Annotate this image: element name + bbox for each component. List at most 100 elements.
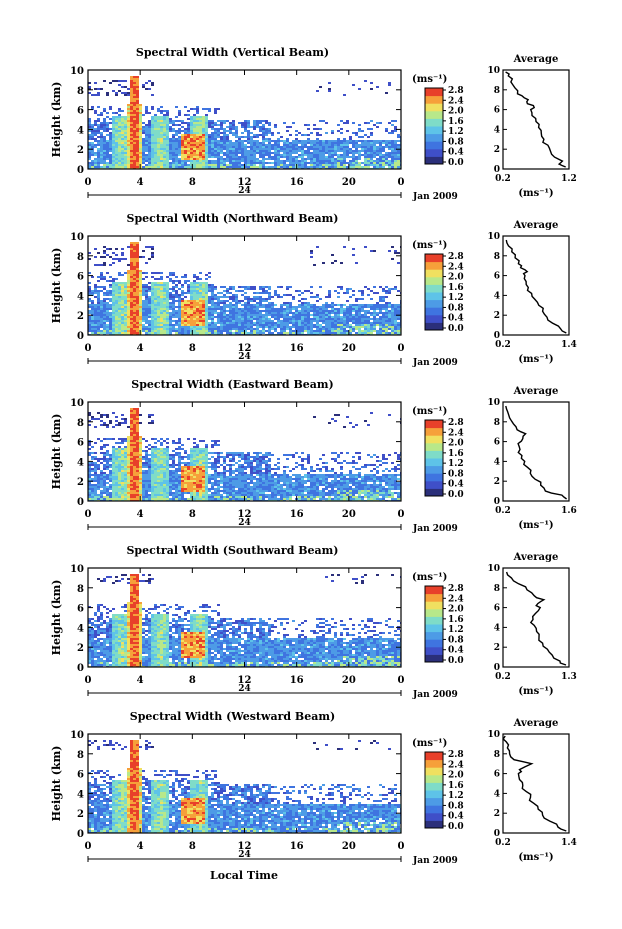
profile-y-tick-label: 6 (494, 272, 500, 282)
profile-line (505, 571, 567, 666)
heatmap (88, 740, 401, 833)
colorbar-swatch (425, 126, 443, 135)
day-label: 24 (238, 352, 251, 362)
colorbar-tick-label: 2.4 (448, 96, 464, 106)
y-tick-label: 2 (77, 643, 84, 654)
profile-frame (502, 567, 570, 668)
panel-title: Spectral Width (Vertical Beam) (136, 46, 329, 59)
colorbar-frame (424, 585, 444, 663)
x-tick-label: 8 (189, 841, 196, 852)
y-tick-label: 8 (77, 86, 84, 97)
colorbar-unit: (ms⁻¹) (412, 240, 447, 251)
colorbar-swatch (425, 307, 443, 316)
heatmap (88, 408, 401, 501)
heatmap (88, 76, 401, 169)
colorbar-tick-label: 0.4 (448, 812, 464, 822)
date-label: Jan 2009 (412, 358, 458, 368)
panel-title: Spectral Width (Eastward Beam) (131, 378, 333, 391)
profile-y-tick-label: 2 (494, 145, 500, 155)
y-tick-label: 8 (77, 584, 84, 595)
x-tick-label: 0 (398, 675, 405, 686)
colorbar-tick-label: 1.2 (448, 791, 464, 801)
profile-y-tick-label: 8 (494, 418, 500, 428)
colorbar-tick-label: 0.8 (448, 469, 464, 479)
colorbar-swatch (425, 442, 443, 451)
colorbar-swatch (425, 141, 443, 150)
y-tick-label: 0 (77, 331, 84, 342)
profile-frame (502, 235, 570, 336)
colorbar-tick-label: 1.2 (448, 459, 464, 469)
colorbar-unit: (ms⁻¹) (412, 738, 447, 749)
colorbar-tick-label: 0.0 (448, 656, 464, 666)
y-tick-label: 10 (70, 564, 84, 575)
y-axis-label: Height (km) (50, 580, 63, 656)
colorbar-tick-label: 0.0 (448, 490, 464, 500)
colorbar-swatch (425, 95, 443, 104)
colorbar-frame (424, 419, 444, 497)
x-tick-label: 20 (342, 177, 356, 188)
day-label: 24 (238, 518, 251, 528)
x-tick-label: 16 (290, 343, 304, 354)
profile-y-tick-label: 8 (494, 750, 500, 760)
colorbar-tick-label: 0.0 (448, 822, 464, 832)
y-tick-label: 0 (77, 165, 84, 176)
x-tick-label: 0 (85, 509, 92, 520)
x-axis-label: Local Time (210, 869, 278, 882)
x-tick-label: 0 (398, 509, 405, 520)
colorbar-swatch (425, 133, 443, 142)
y-tick-label: 6 (77, 438, 84, 449)
y-tick-label: 6 (77, 770, 84, 781)
x-tick-label: 20 (342, 509, 356, 520)
x-tick-label: 4 (137, 509, 144, 520)
colorbar-swatch (425, 812, 443, 821)
profile-title: Average (513, 552, 559, 563)
profile-x-tick-label: 0.2 (495, 506, 511, 516)
colorbar-tick-label: 0.4 (448, 148, 464, 158)
colorbar-tick-label: 2.0 (448, 439, 464, 449)
y-tick-label: 4 (77, 125, 84, 136)
colorbar-unit: (ms⁻¹) (412, 406, 447, 417)
profile-y-tick-label: 2 (494, 643, 500, 653)
profile-x-tick-label: 1.4 (561, 340, 577, 350)
y-tick-label: 4 (77, 457, 84, 468)
panel-title: Spectral Width (Southward Beam) (126, 544, 338, 557)
colorbar-swatch (425, 276, 443, 285)
colorbar-tick-label: 1.2 (448, 293, 464, 303)
y-tick-label: 6 (77, 272, 84, 283)
colorbar-swatch (425, 488, 443, 497)
colorbar-swatch (425, 797, 443, 806)
profile-frame (502, 401, 570, 502)
profile-y-tick-label: 6 (494, 106, 500, 116)
colorbar-tick-label: 2.8 (448, 584, 464, 594)
colorbar-swatch (425, 616, 443, 625)
x-tick-label: 8 (189, 177, 196, 188)
profile-x-label: (ms⁻¹) (518, 520, 553, 531)
profile-x-label: (ms⁻¹) (518, 686, 553, 697)
colorbar-swatch (425, 435, 443, 444)
x-tick-label: 20 (342, 841, 356, 852)
colorbar-tick-label: 0.8 (448, 635, 464, 645)
profile-y-tick-label: 4 (494, 125, 500, 135)
x-tick-label: 16 (290, 509, 304, 520)
profile-y-tick-label: 6 (494, 604, 500, 614)
colorbar-swatch (425, 805, 443, 814)
colorbar-swatch (425, 586, 443, 595)
date-label: Jan 2009 (412, 524, 458, 534)
colorbar-swatch (425, 752, 443, 761)
colorbar-swatch (425, 465, 443, 474)
colorbar-swatch (425, 624, 443, 633)
colorbar-swatch (425, 261, 443, 270)
date-label: Jan 2009 (412, 192, 458, 202)
colorbar-tick-label: 1.6 (448, 449, 464, 459)
heatmap (88, 574, 401, 667)
colorbar-tick-label: 2.8 (448, 750, 464, 760)
profile-frame (502, 69, 570, 170)
colorbar-swatch (425, 593, 443, 602)
colorbar-swatch (425, 767, 443, 776)
date-label: Jan 2009 (412, 856, 458, 866)
y-tick-label: 0 (77, 497, 84, 508)
x-tick-label: 16 (290, 841, 304, 852)
profile-y-tick-label: 0 (494, 497, 500, 507)
